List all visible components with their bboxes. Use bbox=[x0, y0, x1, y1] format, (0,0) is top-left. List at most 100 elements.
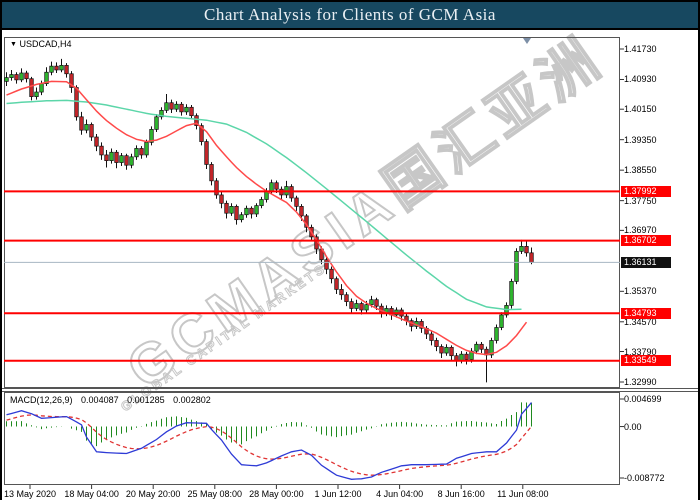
candle-bearish bbox=[179, 103, 184, 113]
candle-bearish bbox=[359, 303, 364, 311]
macd-main-line bbox=[6, 402, 532, 480]
price-tick-label[interactable]: 1.33790 bbox=[624, 346, 657, 357]
level-price-badge: 1.36702 bbox=[621, 235, 671, 247]
candle-bullish bbox=[239, 214, 244, 221]
candle-bearish bbox=[104, 154, 109, 161]
candle-bearish bbox=[24, 72, 29, 80]
candle-bearish bbox=[204, 141, 209, 165]
candle-bullish bbox=[184, 106, 189, 113]
candle-bullish bbox=[499, 314, 504, 328]
candle-bearish bbox=[214, 180, 219, 196]
price-tick-label[interactable]: 1.38550 bbox=[624, 165, 657, 176]
time-axis-label[interactable]: 11 Jun 08:00 bbox=[497, 489, 549, 499]
candle-bearish bbox=[219, 194, 224, 204]
macd-tick-label[interactable]: 0.00 bbox=[624, 421, 642, 432]
candle-bearish bbox=[124, 155, 129, 166]
candle-bullish bbox=[144, 141, 149, 156]
candle-bullish bbox=[59, 65, 64, 71]
price-tick-label[interactable]: 1.37750 bbox=[624, 195, 657, 206]
candle-bearish bbox=[294, 197, 299, 207]
candle-bearish bbox=[139, 148, 144, 156]
macd-value-main: 0.004087 bbox=[81, 395, 119, 405]
candle-bullish bbox=[519, 246, 524, 252]
time-axis-label[interactable]: 25 May 08:00 bbox=[187, 489, 243, 499]
time-axis-label[interactable]: 20 May 20:00 bbox=[125, 489, 181, 499]
candle-bearish bbox=[69, 73, 74, 88]
candle-bearish bbox=[29, 78, 34, 97]
candle-bearish bbox=[449, 346, 454, 357]
page-title: Chart Analysis for Clients of GCM Asia bbox=[204, 5, 496, 24]
macd-tick-label[interactable]: 0.004699 bbox=[624, 394, 662, 404]
candle-bearish bbox=[339, 289, 344, 296]
price-tick-label[interactable]: 1.34570 bbox=[624, 316, 657, 327]
level-price-badge: 1.37992 bbox=[621, 185, 671, 197]
price-tick-label[interactable]: 1.35370 bbox=[624, 286, 657, 297]
main-plot-frame[interactable] bbox=[4, 37, 620, 388]
time-axis-label[interactable]: 1 Jun 12:00 bbox=[314, 489, 362, 499]
candle-bullish bbox=[474, 343, 479, 352]
candle-bullish bbox=[9, 74, 14, 78]
candle-bullish bbox=[244, 207, 249, 216]
candle-bearish bbox=[89, 124, 94, 138]
macd-value-hist: 0.002802 bbox=[173, 395, 211, 405]
triangle-marker-icon bbox=[523, 38, 531, 44]
time-axis-label[interactable]: 4 Jun 04:00 bbox=[376, 489, 424, 499]
candle-bullish bbox=[154, 116, 159, 130]
candle-bearish bbox=[79, 116, 84, 131]
macd-tick-label[interactable]: -0.008772 bbox=[624, 473, 665, 483]
price-tick-label[interactable]: 1.41730 bbox=[624, 44, 657, 54]
candle-bearish bbox=[329, 268, 334, 280]
macd-indicator-label[interactable]: MACD(12,26,9) 0.004087 0.001285 0.002802 bbox=[10, 395, 217, 405]
candle-bearish bbox=[429, 333, 434, 341]
candle-bearish bbox=[299, 206, 304, 217]
candle-bullish bbox=[259, 199, 264, 206]
candle-bullish bbox=[44, 71, 49, 85]
time-axis-label[interactable]: 28 May 00:00 bbox=[249, 489, 304, 499]
candle-bullish bbox=[134, 148, 139, 158]
price-tick-label[interactable]: 1.40930 bbox=[624, 74, 657, 85]
candle-bearish bbox=[439, 346, 444, 354]
candle-bullish bbox=[489, 340, 494, 356]
title-bar: Chart Analysis for Clients of GCM Asia bbox=[2, 2, 698, 30]
level-price-badge: 1.34793 bbox=[621, 307, 671, 319]
candle-bearish bbox=[74, 87, 79, 118]
candle-bullish bbox=[39, 83, 44, 93]
time-axis-label[interactable]: 8 Jun 16:00 bbox=[437, 489, 485, 499]
time-axis-label[interactable]: 13 May 2020 bbox=[3, 489, 57, 499]
candle-bearish bbox=[434, 340, 439, 347]
macd-plot-frame[interactable] bbox=[4, 392, 620, 485]
candle-bearish bbox=[464, 353, 469, 360]
candle-bullish bbox=[364, 304, 369, 311]
price-tick-label[interactable]: 1.32990 bbox=[624, 377, 657, 387]
candle-bullish bbox=[254, 205, 259, 215]
price-tick-label[interactable]: 1.40150 bbox=[624, 104, 657, 115]
candle-bearish bbox=[419, 321, 424, 329]
candle-bullish bbox=[514, 250, 519, 282]
candle-bearish bbox=[209, 164, 214, 182]
candle-bullish bbox=[159, 109, 164, 118]
candle-bullish bbox=[164, 102, 169, 111]
candle-bullish bbox=[269, 182, 274, 192]
candle-bearish bbox=[234, 206, 239, 221]
candle-bullish bbox=[129, 156, 134, 166]
current-price-badge: 1.36131 bbox=[621, 256, 671, 268]
candle-bullish bbox=[49, 65, 54, 73]
level-price-badge: 1.33549 bbox=[621, 355, 671, 367]
candle-bearish bbox=[374, 299, 379, 307]
candle-bearish bbox=[249, 207, 254, 215]
candle-bullish bbox=[174, 103, 179, 110]
candle-bearish bbox=[189, 106, 194, 117]
price-tick-label[interactable]: 1.39350 bbox=[624, 134, 657, 145]
price-tick-label[interactable]: 1.36970 bbox=[624, 225, 657, 236]
symbol-timeframe-text: USDCAD,H4 bbox=[19, 39, 72, 49]
candle-bearish bbox=[524, 246, 529, 254]
candle-bullish bbox=[109, 151, 114, 161]
symbol-label[interactable]: ▼ USDCAD,H4 bbox=[10, 39, 71, 49]
time-axis-label[interactable]: 18 May 04:00 bbox=[64, 489, 119, 499]
candle-bearish bbox=[224, 202, 229, 214]
candle-bearish bbox=[274, 182, 279, 190]
candle-bullish bbox=[229, 206, 234, 214]
candle-bearish bbox=[479, 343, 484, 350]
